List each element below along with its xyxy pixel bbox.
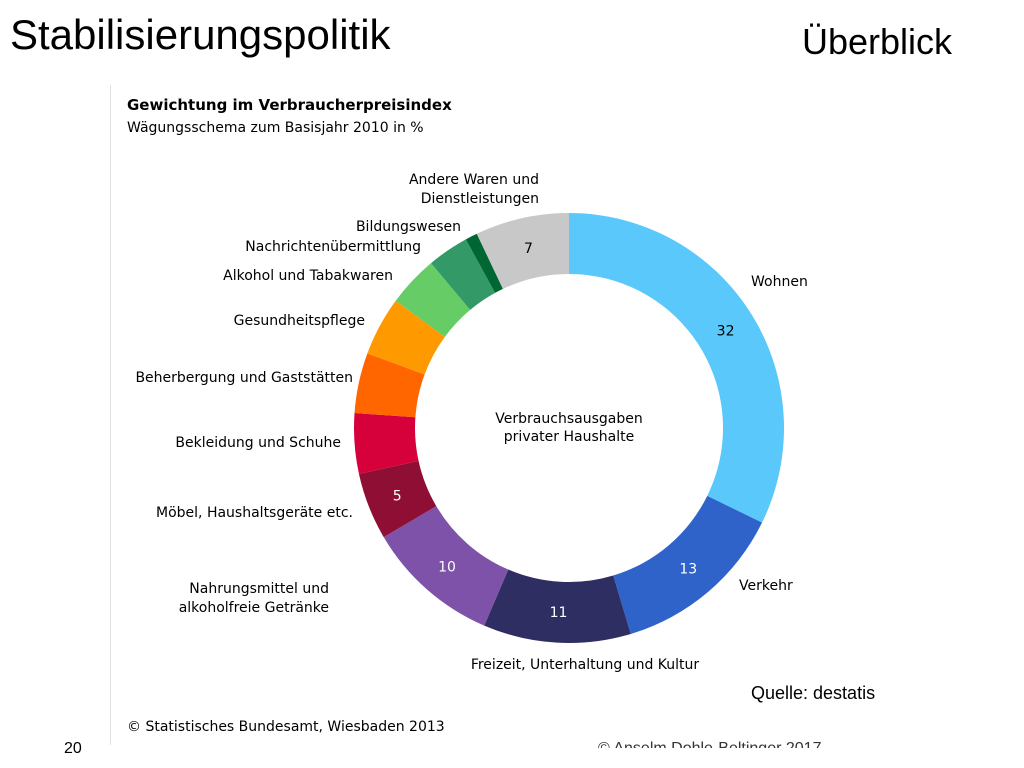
slice-wohnen [569, 213, 784, 523]
category-label-nachrichten-bermittlung: Nachrichtenübermittlung [245, 239, 421, 255]
slice-m-bel-haushaltsger-te-etc [358, 460, 437, 538]
slice-bekleidung-und-schuhe [354, 413, 419, 474]
category-label-bekleidung-und-schuhe: Bekleidung und Schuhe [175, 435, 341, 451]
category-label-beherbergung-und-gastst-tten: Beherbergung und Gaststätten [135, 370, 353, 386]
donut-chart: Gewichtung im Verbraucherpreisindex Wägu… [127, 96, 808, 735]
slice-nahrungsmittel-und-alkoholfreie-getr-nke [383, 506, 509, 626]
category-labels-layer: Wohnen Verkehr Freizeit, Unterhaltung und … [135, 172, 807, 673]
category-label-freizeit-unterhaltung-und-kultur: Freizeit, Unterhaltung und Kultur [471, 657, 700, 673]
value-labels-layer: 32 13 11 10 5 7 [393, 241, 735, 621]
page-number: 20 [64, 740, 82, 757]
chart-copyright: © Statistisches Bundesamt, Wiesbaden 201… [127, 719, 445, 735]
value-label-nahrungsmittel-und-alkoholfreie-getr-nke: 10 [438, 559, 456, 575]
value-label-wohnen: 32 [717, 323, 735, 339]
slice-andere-waren-und-dienstleistungen [476, 213, 569, 289]
category-label-gesundheitspflege: Gesundheitspflege [234, 313, 365, 329]
slice-bildungswesen [465, 233, 503, 293]
chart-subtitle: Wägungsschema zum Basisjahr 2010 in % [127, 120, 424, 136]
slice-nachrichten-bermittlung [431, 239, 496, 310]
value-label-freizeit-unterhaltung-und-kultur: 11 [550, 605, 568, 621]
chart-title: Gewichtung im Verbraucherpreisindex [127, 96, 452, 114]
slide-subtitle: Überblick [802, 21, 953, 62]
slice-verkehr [613, 495, 763, 634]
source-text: Quelle: destatis [751, 683, 876, 703]
slide-title: Stabilisierungspolitik [10, 11, 391, 58]
center-label-line-1: Verbrauchsausgaben [495, 411, 642, 427]
chart-image: Gewichtung im Verbraucherpreisindex Wägu… [110, 85, 839, 745]
category-label-verkehr: Verkehr [739, 578, 793, 594]
category-label-alkohol-und-tabakwaren: Alkohol und Tabakwaren [223, 268, 393, 284]
category-label-m-bel-haushaltsger-te-etc: Möbel, Haushaltsgeräte etc. [156, 505, 353, 521]
slices-layer [354, 213, 784, 643]
slice-beherbergung-und-gastst-tten [354, 353, 425, 418]
slice-freizeit-unterhaltung-und-kultur [484, 569, 631, 643]
slice-alkohol-und-tabakwaren [395, 263, 471, 337]
value-label-verkehr: 13 [679, 562, 697, 578]
category-label-bildungswesen: Bildungswesen [356, 219, 461, 235]
value-label-andere-waren-und-dienstleistungen: 7 [524, 241, 533, 257]
category-label-andere-waren-und-dienstleistungen: Andere Waren und Dienstleistungen [409, 172, 539, 207]
footer-text: © Anselm Dohle-Beltinger 2017 [598, 735, 821, 748]
value-label-m-bel-haushaltsger-te-etc: 5 [393, 488, 402, 504]
category-label-wohnen: Wohnen [751, 274, 808, 290]
slice-gesundheitspflege [367, 300, 445, 375]
center-label-line-2: privater Haushalte [504, 429, 634, 445]
category-label-nahrungsmittel-und-alkoholfreie-getr-nke: Nahrungsmittel und alkoholfreie Getränke [179, 581, 329, 616]
